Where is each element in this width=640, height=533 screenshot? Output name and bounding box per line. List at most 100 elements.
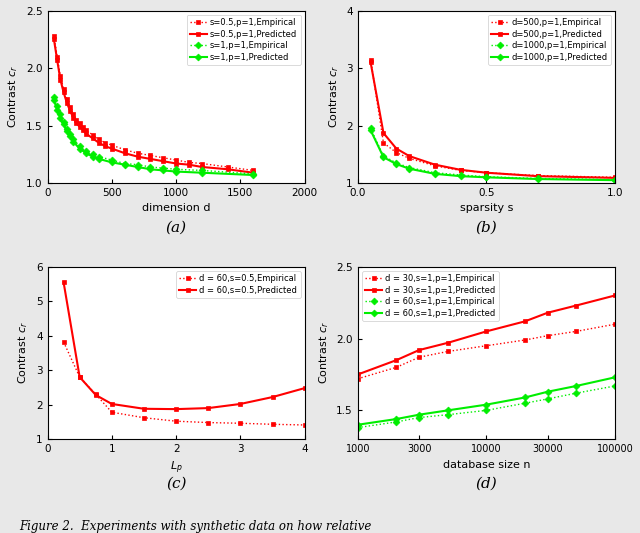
s=0.5,p=1,Empirical <box>89 132 97 138</box>
d = 60,s=0.5,Predicted <box>269 394 276 400</box>
d=1000,p=1,Predicted <box>392 161 400 167</box>
d=500,p=1,Empirical <box>367 56 374 63</box>
d = 30,s=1,p=1,Empirical <box>392 364 400 370</box>
s=0.5,p=1,Empirical <box>172 157 180 163</box>
d = 30,s=1,p=1,Predicted <box>521 318 529 325</box>
Line: s=0.5,p=1,Empirical: s=0.5,p=1,Empirical <box>51 34 256 173</box>
Text: Figure 2.  Experiments with synthetic data on how relative: Figure 2. Experiments with synthetic dat… <box>19 520 372 533</box>
s=0.5,p=1,Empirical <box>95 136 103 143</box>
s=1,p=1,Predicted <box>95 156 103 162</box>
d = 60,s=0.5,Predicted <box>204 405 212 411</box>
Y-axis label: Contrast $c_r$: Contrast $c_r$ <box>327 66 340 128</box>
s=0.5,p=1,Predicted <box>147 156 154 162</box>
s=1,p=1,Predicted <box>250 172 257 178</box>
d = 60,s=0.5,Predicted <box>237 401 244 407</box>
Y-axis label: Contrast $c_r$: Contrast $c_r$ <box>317 321 331 384</box>
s=1,p=1,Empirical <box>69 136 77 143</box>
d=1000,p=1,Predicted <box>534 176 541 182</box>
s=1,p=1,Predicted <box>50 97 58 103</box>
Legend: s=0.5,p=1,Empirical, s=0.5,p=1,Predicted, s=1,p=1,Empirical, s=1,p=1,Predicted: s=0.5,p=1,Empirical, s=0.5,p=1,Predicted… <box>187 15 301 65</box>
d=1000,p=1,Predicted <box>611 177 619 183</box>
d = 60,s=0.5,Empirical <box>60 338 67 345</box>
s=0.5,p=1,Empirical <box>53 53 61 60</box>
s=1,p=1,Predicted <box>53 106 61 112</box>
d = 30,s=1,p=1,Predicted <box>392 357 400 364</box>
Text: (d): (d) <box>476 477 497 490</box>
s=1,p=1,Predicted <box>76 146 83 152</box>
s=0.5,p=1,Empirical <box>147 152 154 159</box>
s=1,p=1,Empirical <box>53 103 61 109</box>
s=0.5,p=1,Predicted <box>102 143 109 149</box>
Line: d = 60,s=1,p=1,Predicted: d = 60,s=1,p=1,Predicted <box>355 375 618 427</box>
d = 30,s=1,p=1,Empirical <box>483 343 490 349</box>
d=1000,p=1,Predicted <box>405 165 413 172</box>
s=1,p=1,Predicted <box>89 154 97 160</box>
s=0.5,p=1,Empirical <box>134 150 141 156</box>
d=500,p=1,Empirical <box>405 155 413 161</box>
s=0.5,p=1,Empirical <box>69 111 77 117</box>
d = 60,s=0.5,Predicted <box>92 392 100 398</box>
d=500,p=1,Empirical <box>431 163 439 169</box>
d=500,p=1,Predicted <box>380 130 387 136</box>
s=0.5,p=1,Predicted <box>250 169 257 176</box>
s=0.5,p=1,Empirical <box>50 33 58 39</box>
d = 60,s=0.5,Empirical <box>140 415 148 421</box>
Y-axis label: Contrast $c_r$: Contrast $c_r$ <box>17 321 31 384</box>
s=1,p=1,Predicted <box>121 161 129 168</box>
s=0.5,p=1,Empirical <box>83 127 90 133</box>
s=1,p=1,Predicted <box>60 121 67 127</box>
Line: s=1,p=1,Empirical: s=1,p=1,Empirical <box>51 94 256 176</box>
s=0.5,p=1,Predicted <box>224 166 232 173</box>
s=0.5,p=1,Empirical <box>185 159 193 166</box>
d = 60,s=1,p=1,Empirical <box>572 390 580 397</box>
d=1000,p=1,Predicted <box>367 127 374 133</box>
s=1,p=1,Predicted <box>56 115 64 121</box>
d=500,p=1,Empirical <box>534 172 541 179</box>
s=0.5,p=1,Empirical <box>224 164 232 170</box>
s=1,p=1,Empirical <box>83 148 90 154</box>
s=0.5,p=1,Empirical <box>102 140 109 146</box>
s=1,p=1,Predicted <box>198 169 205 176</box>
d = 60,s=1,p=1,Empirical <box>483 407 490 414</box>
s=1,p=1,Predicted <box>69 139 77 145</box>
d = 60,s=0.5,Empirical <box>301 422 308 428</box>
d=500,p=1,Predicted <box>405 153 413 159</box>
s=0.5,p=1,Empirical <box>108 142 116 148</box>
s=0.5,p=1,Empirical <box>159 155 167 161</box>
Line: d = 60,s=0.5,Predicted: d = 60,s=0.5,Predicted <box>61 280 307 411</box>
d = 60,s=0.5,Empirical <box>92 391 100 398</box>
Text: (b): (b) <box>476 220 497 235</box>
s=1,p=1,Predicted <box>83 150 90 156</box>
d=1000,p=1,Empirical <box>392 160 400 166</box>
d = 60,s=0.5,Predicted <box>60 279 67 286</box>
d = 60,s=0.5,Empirical <box>204 419 212 426</box>
d = 30,s=1,p=1,Empirical <box>354 376 362 382</box>
d = 60,s=1,p=1,Predicted <box>392 416 400 422</box>
d = 60,s=1,p=1,Empirical <box>392 419 400 425</box>
d = 60,s=0.5,Empirical <box>108 409 116 415</box>
d = 30,s=1,p=1,Empirical <box>444 348 451 354</box>
d = 60,s=1,p=1,Predicted <box>521 394 529 401</box>
d = 30,s=1,p=1,Predicted <box>354 372 362 378</box>
Line: d = 60,s=1,p=1,Empirical: d = 60,s=1,p=1,Empirical <box>355 384 618 430</box>
s=1,p=1,Empirical <box>60 119 67 125</box>
s=1,p=1,Empirical <box>250 171 257 177</box>
s=1,p=1,Predicted <box>159 167 167 174</box>
s=1,p=1,Predicted <box>172 168 180 175</box>
s=1,p=1,Empirical <box>108 157 116 163</box>
Line: d=1000,p=1,Predicted: d=1000,p=1,Predicted <box>368 128 618 183</box>
s=0.5,p=1,Predicted <box>159 158 167 164</box>
d=500,p=1,Predicted <box>534 173 541 180</box>
s=0.5,p=1,Predicted <box>76 124 83 130</box>
Line: d=500,p=1,Predicted: d=500,p=1,Predicted <box>368 60 618 180</box>
s=0.5,p=1,Predicted <box>66 108 74 114</box>
s=1,p=1,Empirical <box>147 164 154 170</box>
X-axis label: dimension d: dimension d <box>142 204 211 214</box>
s=1,p=1,Predicted <box>147 166 154 173</box>
s=1,p=1,Empirical <box>56 111 64 117</box>
d = 60,s=0.5,Empirical <box>237 420 244 426</box>
s=1,p=1,Predicted <box>63 128 70 134</box>
d = 30,s=1,p=1,Predicted <box>572 302 580 309</box>
s=1,p=1,Empirical <box>50 94 58 100</box>
s=0.5,p=1,Predicted <box>79 127 86 133</box>
